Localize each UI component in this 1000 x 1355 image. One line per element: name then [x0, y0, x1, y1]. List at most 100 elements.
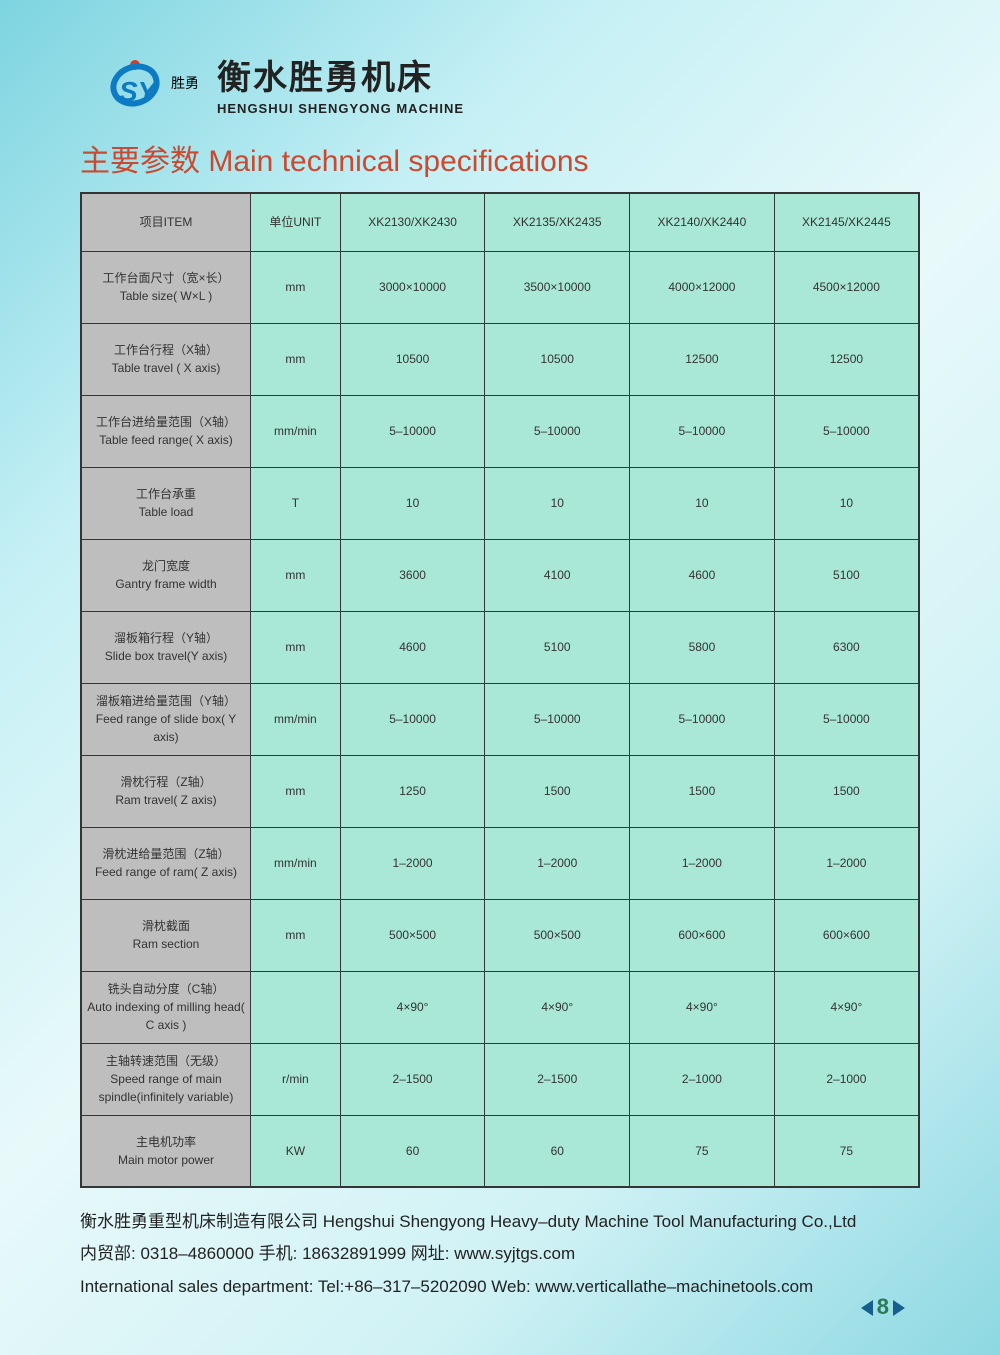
page-number: 8	[861, 1294, 905, 1320]
table-row: 滑枕截面Ram sectionmm500×500500×500600×60060…	[81, 899, 919, 971]
item-en: Ram section	[86, 935, 246, 953]
unit-cell: mm	[251, 755, 341, 827]
section-title: 主要参数 Main technical specifications	[80, 136, 920, 180]
data-cell: 1250	[340, 755, 485, 827]
item-cn: 工作台进给量范围（X轴）	[86, 413, 246, 431]
logo-brand-cn: 胜勇	[171, 73, 199, 93]
item-cn: 铣头自动分度（C轴）	[86, 980, 246, 998]
data-cell: 4600	[630, 539, 775, 611]
table-body: 工作台面尺寸（宽×长）Table size( W×L )mm3000×10000…	[81, 251, 919, 1187]
table-row: 主电机功率Main motor powerKW60607575	[81, 1115, 919, 1187]
data-cell: 4×90°	[485, 971, 630, 1043]
data-cell: 1500	[774, 755, 919, 827]
data-cell: 600×600	[630, 899, 775, 971]
item-cn: 溜板箱行程（Y轴）	[86, 629, 246, 647]
data-cell: 1–2000	[340, 827, 485, 899]
table-row: 铣头自动分度（C轴）Auto indexing of milling head(…	[81, 971, 919, 1043]
item-en: Main motor power	[86, 1151, 246, 1169]
data-cell: 5–10000	[630, 683, 775, 755]
table-row: 溜板箱进给量范围（Y轴）Feed range of slide box( Y a…	[81, 683, 919, 755]
data-cell: 2–1500	[340, 1043, 485, 1115]
item-cell: 滑枕截面Ram section	[81, 899, 251, 971]
unit-cell: mm	[251, 323, 341, 395]
item-cn: 主轴转速范围（无级）	[86, 1052, 246, 1070]
data-cell: 4000×12000	[630, 251, 775, 323]
table-row: 工作台进给量范围（X轴）Table feed range( X axis)mm/…	[81, 395, 919, 467]
company-name-en: HENGSHUI SHENGYONG MACHINE	[217, 101, 464, 116]
data-cell: 4×90°	[340, 971, 485, 1043]
data-cell: 10	[340, 467, 485, 539]
data-cell: 1500	[485, 755, 630, 827]
item-cell: 工作台进给量范围（X轴）Table feed range( X axis)	[81, 395, 251, 467]
table-header-cell: XK2135/XK2435	[485, 193, 630, 251]
unit-cell	[251, 971, 341, 1043]
item-cn: 工作台承重	[86, 485, 246, 503]
data-cell: 4100	[485, 539, 630, 611]
item-en: Table feed range( X axis)	[86, 431, 246, 449]
unit-cell: r/min	[251, 1043, 341, 1115]
item-en: Feed range of slide box( Y axis)	[86, 710, 246, 746]
footer-line-1: 衡水胜勇重型机床制造有限公司 Hengshui Shengyong Heavy–…	[80, 1206, 920, 1238]
unit-cell: T	[251, 467, 341, 539]
item-cell: 工作台面尺寸（宽×长）Table size( W×L )	[81, 251, 251, 323]
data-cell: 5–10000	[630, 395, 775, 467]
data-cell: 12500	[774, 323, 919, 395]
item-en: Table size( W×L )	[86, 287, 246, 305]
data-cell: 500×500	[340, 899, 485, 971]
item-cell: 工作台承重Table load	[81, 467, 251, 539]
header: SY 胜勇 衡水胜勇机床 HENGSHUI SHENGYONG MACHINE	[105, 50, 920, 116]
svg-text:SY: SY	[119, 76, 159, 107]
item-cn: 滑枕截面	[86, 917, 246, 935]
data-cell: 10	[485, 467, 630, 539]
table-row: 滑枕进给量范围（Z轴）Feed range of ram( Z axis)mm/…	[81, 827, 919, 899]
data-cell: 1–2000	[774, 827, 919, 899]
item-cell: 主电机功率Main motor power	[81, 1115, 251, 1187]
data-cell: 5–10000	[485, 395, 630, 467]
company-logo-icon: SY	[105, 53, 165, 113]
table-row: 工作台承重Table loadT10101010	[81, 467, 919, 539]
item-cell: 溜板箱行程（Y轴）Slide box travel(Y axis)	[81, 611, 251, 683]
logo: SY 胜勇	[105, 53, 199, 113]
data-cell: 6300	[774, 611, 919, 683]
table-header-cell: 单位UNIT	[251, 193, 341, 251]
item-en: Gantry frame width	[86, 575, 246, 593]
table-header-cell: XK2130/XK2430	[340, 193, 485, 251]
data-cell: 600×600	[774, 899, 919, 971]
table-row: 主轴转速范围（无级）Speed range of main spindle(in…	[81, 1043, 919, 1115]
item-cn: 工作台面尺寸（宽×长）	[86, 269, 246, 287]
data-cell: 500×500	[485, 899, 630, 971]
table-row: 龙门宽度Gantry frame widthmm3600410046005100	[81, 539, 919, 611]
table-header-cell: XK2140/XK2440	[630, 193, 775, 251]
data-cell: 5–10000	[774, 395, 919, 467]
company-name-cn: 衡水胜勇机床	[217, 50, 464, 99]
data-cell: 10	[774, 467, 919, 539]
data-cell: 5100	[774, 539, 919, 611]
unit-cell: mm	[251, 251, 341, 323]
item-cn: 溜板箱进给量范围（Y轴）	[86, 692, 246, 710]
item-cell: 工作台行程（X轴）Table travel ( X axis)	[81, 323, 251, 395]
item-cell: 滑枕行程（Z轴）Ram travel( Z axis)	[81, 755, 251, 827]
data-cell: 2–1000	[774, 1043, 919, 1115]
data-cell: 5–10000	[340, 395, 485, 467]
table-header-row: 项目ITEM单位UNITXK2130/XK2430XK2135/XK2435XK…	[81, 193, 919, 251]
data-cell: 2–1500	[485, 1043, 630, 1115]
item-cell: 龙门宽度Gantry frame width	[81, 539, 251, 611]
table-header-cell: 项目ITEM	[81, 193, 251, 251]
data-cell: 10	[630, 467, 775, 539]
data-cell: 1–2000	[630, 827, 775, 899]
item-en: Ram travel( Z axis)	[86, 791, 246, 809]
item-en: Auto indexing of milling head( C axis )	[86, 998, 246, 1034]
unit-cell: KW	[251, 1115, 341, 1187]
spec-table: 项目ITEM单位UNITXK2130/XK2430XK2135/XK2435XK…	[80, 192, 920, 1188]
item-cell: 主轴转速范围（无级）Speed range of main spindle(in…	[81, 1043, 251, 1115]
table-row: 溜板箱行程（Y轴）Slide box travel(Y axis)mm46005…	[81, 611, 919, 683]
unit-cell: mm/min	[251, 395, 341, 467]
data-cell: 1500	[630, 755, 775, 827]
table-header-cell: XK2145/XK2445	[774, 193, 919, 251]
data-cell: 3600	[340, 539, 485, 611]
item-en: Feed range of ram( Z axis)	[86, 863, 246, 881]
unit-cell: mm/min	[251, 683, 341, 755]
item-en: Slide box travel(Y axis)	[86, 647, 246, 665]
item-cn: 滑枕行程（Z轴）	[86, 773, 246, 791]
data-cell: 12500	[630, 323, 775, 395]
